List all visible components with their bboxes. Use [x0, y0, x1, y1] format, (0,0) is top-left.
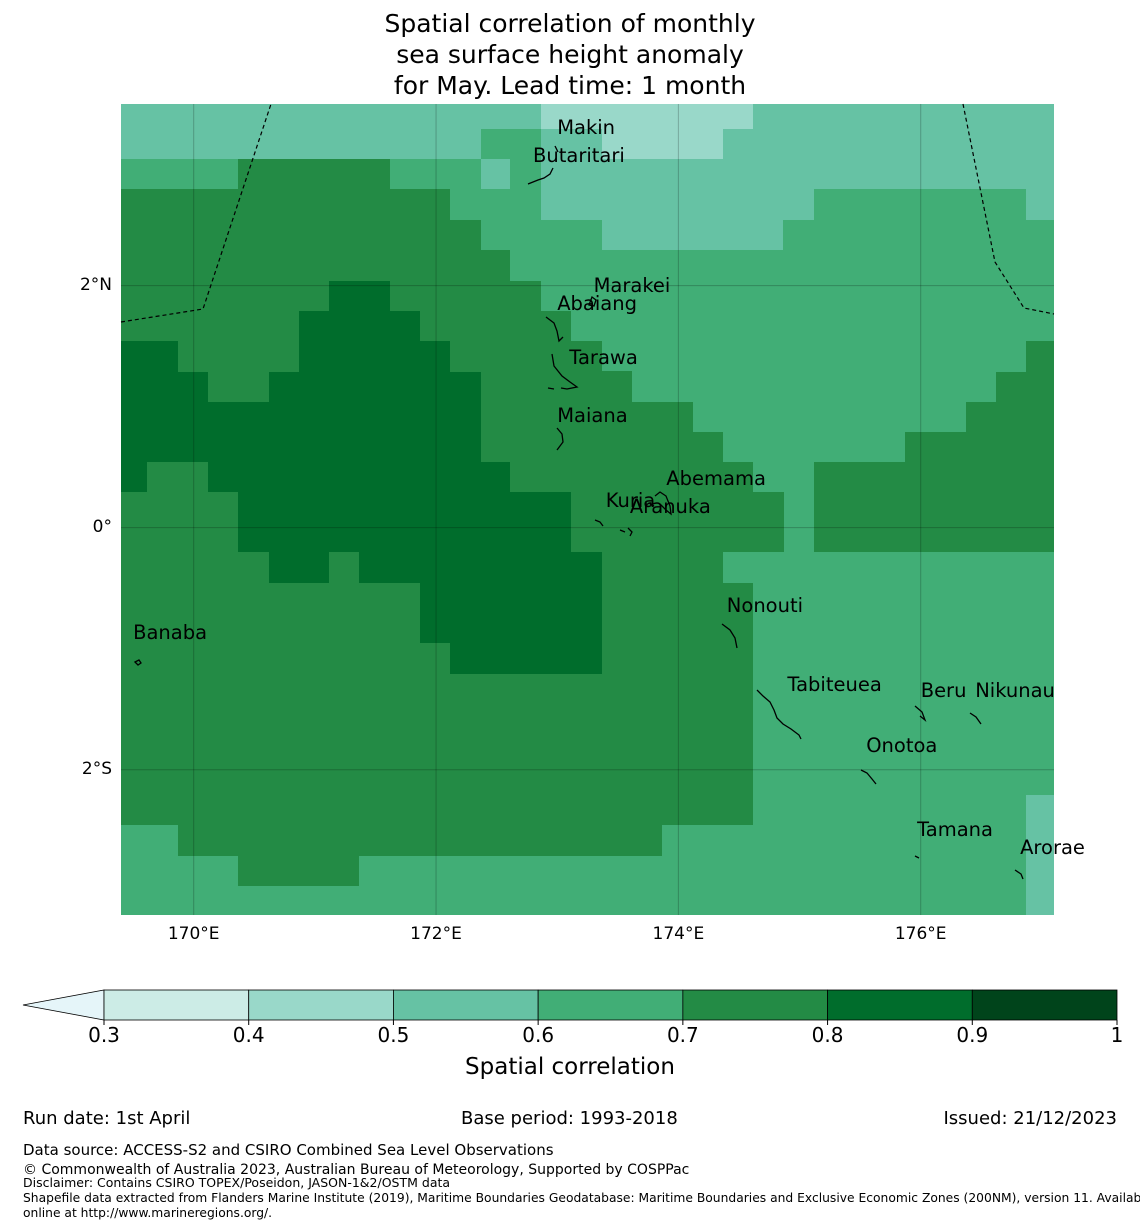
colorbar-tick-label: 0.7: [666, 1023, 699, 1047]
island-outline-tarawa: [547, 353, 579, 390]
island-outline-aranuka: [619, 527, 633, 537]
correlation-region: [121, 281, 602, 674]
island-outline-tabiteuea: [756, 689, 802, 740]
graticule: [121, 104, 1054, 915]
island-label: Onotoa: [866, 733, 938, 757]
island-label: Tarawa: [569, 346, 638, 370]
longitude-label: 176°E: [894, 924, 947, 944]
colorbar-segment: [248, 989, 394, 1021]
colorbar-segment: [537, 989, 684, 1021]
island-label: Marakei: [593, 273, 671, 297]
title-line-1: Spatial correlation of monthly: [384, 9, 756, 38]
copyright-notice: © Commonwealth of Australia 2023, Austra…: [23, 1162, 690, 1178]
eez-boundary-east: [962, 103, 1055, 315]
colorbar-segment: [682, 989, 828, 1021]
colorbar-label: Spatial correlation: [465, 1054, 675, 1080]
correlation-region: [1026, 795, 1054, 915]
island-label: Beru: [920, 679, 967, 703]
disclaimer: Disclaimer: Contains CSIRO TOPEX/Poseido…: [23, 1175, 451, 1190]
island-outline-tamana: [914, 855, 920, 859]
eez-boundaries: [120, 103, 1055, 323]
island-label: Butaritari: [533, 144, 625, 167]
island-outline-nikunau: [969, 712, 982, 725]
correlation-grid: [121, 104, 1054, 915]
map-title: Spatial correlation of monthly sea surfa…: [0, 8, 1140, 101]
island-label: Arorae: [1020, 836, 1085, 860]
island-outline-arorae: [1014, 869, 1024, 880]
island-outline-beru: [914, 705, 927, 722]
island-outline-maiana: [556, 427, 564, 451]
shapefile-credit-line2: online at http://www.marineregions.org/.: [23, 1206, 273, 1220]
latitude-label: 0°: [92, 516, 112, 537]
title-line-3: for May. Lead time: 1 month: [393, 71, 747, 100]
island-label: Abemama: [666, 467, 766, 491]
run-date: Run date: 1st April: [23, 1108, 191, 1129]
island-label: Makin: [557, 116, 616, 140]
eez-boundary-west: [120, 103, 272, 323]
colorbar-tick-label: 0.6: [522, 1023, 555, 1047]
colorbar: [22, 989, 1118, 1025]
colorbar-extend-arrow: [22, 989, 105, 1021]
island-outline-abaiang: [545, 316, 564, 343]
island-outline-abemama: [649, 491, 672, 516]
island-label: Abaiang: [557, 291, 637, 315]
colorbar-tick-label: 0.3: [88, 1023, 120, 1047]
island-outline-banaba: [133, 659, 142, 666]
latitude-label: 2°N: [79, 274, 112, 295]
colorbar-tick-label: 0.4: [232, 1023, 265, 1047]
island-outline-onotoa: [860, 769, 877, 785]
colorbar-tick-label: 0.8: [811, 1023, 844, 1047]
island-label: Aranuka: [629, 495, 711, 519]
colorbar-segment: [827, 989, 973, 1021]
island-outline-kuria: [594, 519, 604, 527]
island-label: Nonouti: [726, 594, 804, 618]
island-outline-marakei: [588, 295, 597, 307]
shapefile-credit-line1: Shapefile data extracted from Flanders M…: [23, 1191, 1140, 1205]
island-label: Maiana: [557, 404, 628, 428]
colorbar-tick-label: 1: [1110, 1023, 1124, 1047]
colorbar-segment: [103, 989, 250, 1021]
longitude-label: 174°E: [652, 924, 705, 944]
colorbar-segment: [393, 989, 539, 1021]
latitude-label: 2°S: [81, 758, 112, 779]
longitude-label: 172°E: [410, 924, 462, 944]
island-label: Kuria: [605, 489, 656, 512]
island-outline-butaritari: [527, 167, 554, 185]
correlation-region: [121, 104, 541, 159]
island-label: Tamana: [917, 818, 993, 842]
base-period: Base period: 1993-2018: [461, 1108, 678, 1129]
island-outline-makin: [554, 145, 559, 153]
island-outlines: [133, 145, 1024, 880]
correlation-region: [784, 523, 814, 552]
colorbar-segment: [971, 989, 1118, 1021]
issued-date: Issued: 21/12/2023: [943, 1108, 1117, 1129]
data-source: Data source: ACCESS-S2 and CSIRO Combine…: [23, 1141, 554, 1159]
island-label: Nikunau: [975, 679, 1055, 703]
island-label: Tabiteuea: [787, 673, 882, 696]
island-outline-nonouti: [721, 623, 738, 649]
colorbar-tick-label: 0.5: [377, 1023, 410, 1047]
title-line-2: sea surface height anomaly: [396, 40, 744, 69]
longitude-label: 170°E: [167, 924, 220, 944]
correlation-region: [541, 104, 753, 159]
colorbar-tick-label: 0.9: [956, 1023, 989, 1047]
island-label: Banaba: [133, 621, 208, 644]
